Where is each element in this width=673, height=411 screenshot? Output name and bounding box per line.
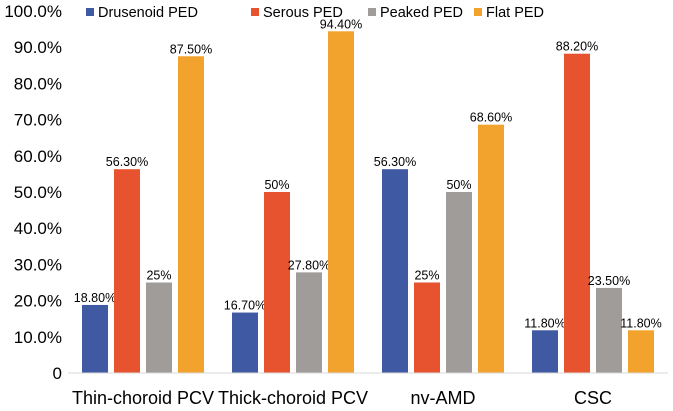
bar xyxy=(178,56,204,373)
y-tick-label: 60.0% xyxy=(14,147,62,166)
data-label: 25% xyxy=(146,269,171,283)
data-label: 94.40% xyxy=(320,17,362,31)
bar xyxy=(596,287,622,373)
y-axis: 0 10.0% 20.0% 30.0% 40.0% 50.0% 60.0% 70.0% 80.0… xyxy=(4,2,62,383)
y-tick-label: 20.0% xyxy=(14,292,62,311)
legend-label: Serous PED xyxy=(263,5,343,21)
y-tick-label: 80.0% xyxy=(14,74,62,93)
bar xyxy=(564,53,590,373)
bar xyxy=(232,312,258,373)
data-label: 50% xyxy=(264,178,289,192)
bar xyxy=(114,169,140,373)
legend-swatch xyxy=(474,8,482,16)
data-label: 16.70% xyxy=(224,299,266,313)
legend-swatch xyxy=(86,8,94,16)
data-label: 56.30% xyxy=(106,155,148,169)
x-category-label: Thin-choroid PCV xyxy=(72,388,214,408)
bar xyxy=(82,304,108,373)
data-label: 50% xyxy=(446,178,471,192)
legend-label: Flat PED xyxy=(486,5,544,21)
y-tick-label: 10.0% xyxy=(14,328,62,347)
x-category-label: CSC xyxy=(574,388,612,408)
bar xyxy=(446,192,472,373)
bar xyxy=(328,31,354,373)
x-category-label: nv-AMD xyxy=(410,388,475,408)
bars: 18.80% 56.30% 25% 87.50% 16.70% 50% 27.80% 94.4… xyxy=(74,17,662,373)
bar xyxy=(264,192,290,373)
y-tick-label: 40.0% xyxy=(14,219,62,238)
y-tick-label: 50.0% xyxy=(14,183,62,202)
data-label: 18.80% xyxy=(74,291,116,305)
data-label: 87.50% xyxy=(170,42,212,56)
bar xyxy=(382,169,408,373)
legend-label: Drusenoid PED xyxy=(98,5,198,21)
legend-label: Peaked PED xyxy=(380,5,463,21)
bar xyxy=(478,124,504,373)
data-label: 25% xyxy=(414,269,439,283)
data-label: 27.80% xyxy=(288,258,330,272)
bar xyxy=(296,272,322,373)
data-label: 56.30% xyxy=(374,155,416,169)
data-label: 68.60% xyxy=(470,111,512,125)
y-tick-label: 70.0% xyxy=(14,111,62,130)
bar xyxy=(532,330,558,373)
legend: Drusenoid PED Serous PED Peaked PED Flat PE… xyxy=(86,5,544,21)
bar xyxy=(414,282,440,373)
y-tick-label: 100.0% xyxy=(4,2,62,21)
legend-swatch xyxy=(251,8,259,16)
data-label: 11.80% xyxy=(620,316,661,330)
y-tick-label: 30.0% xyxy=(14,255,62,274)
bar xyxy=(146,282,172,373)
y-tick-label: 0 xyxy=(53,364,62,383)
legend-swatch xyxy=(368,8,376,16)
data-label: 11.80% xyxy=(524,316,565,330)
data-label: 88.20% xyxy=(556,40,598,54)
x-axis: Thin-choroid PCV Thick-choroid PCV nv-AMD C… xyxy=(68,372,668,408)
bar xyxy=(628,330,654,373)
x-category-label: Thick-choroid PCV xyxy=(218,388,368,408)
data-label: 23.50% xyxy=(588,274,630,288)
y-tick-label: 90.0% xyxy=(14,38,62,57)
